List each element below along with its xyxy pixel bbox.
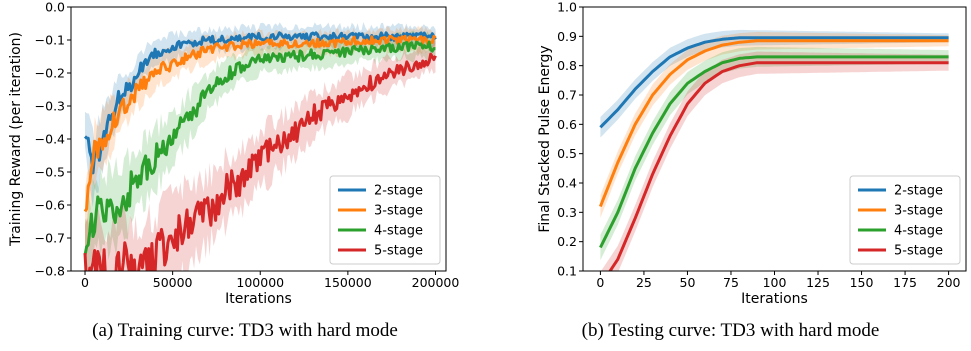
- y-tick-label: 0.9: [557, 29, 577, 44]
- testing-chart-panel: 0 25 50 75 100 125 150 175 200 0.1 0.2 0.3 0.4 0.5 0.6…: [537, 0, 967, 307]
- plot-area: [83, 22, 437, 271]
- y-tick-label: −0.5: [35, 165, 65, 180]
- y-tick-label: 0.7: [557, 88, 577, 103]
- legend-label-4-stage: 4-stage: [374, 224, 423, 239]
- variance-band-2-stage: [600, 29, 949, 138]
- caption-training: (a) Training curve: TD3 with hard mode: [92, 320, 398, 341]
- x-tick-label: 150: [850, 275, 874, 290]
- legend-box: [329, 175, 441, 265]
- y-axis-label: Final Stacked Pulse Energy: [537, 45, 553, 232]
- x-tick-label: 100000: [236, 275, 284, 290]
- legend-label-5-stage: 5-stage: [374, 244, 423, 259]
- y-axis-label: Training Reward (per iteration): [8, 32, 24, 247]
- x-tick-label: 50000: [153, 275, 193, 290]
- y-tick-label: 0.4: [557, 176, 577, 191]
- x-tick-label: 175: [893, 275, 917, 290]
- legend: 2-stage 3-stage 4-stage 5-stage: [329, 175, 441, 265]
- y-tick-label: 0.8: [557, 58, 577, 73]
- y-tick-label: −0.2: [35, 66, 65, 81]
- series-line-2-stage: [83, 31, 437, 175]
- x-tick-label: 150000: [324, 275, 372, 290]
- x-tick-label: 75: [723, 275, 739, 290]
- series-line-4-stage: [599, 55, 949, 249]
- y-tick-label: −0.1: [35, 33, 65, 48]
- legend: 2-stage 3-stage 4-stage 5-stage: [849, 175, 961, 265]
- legend-box: [849, 175, 961, 265]
- series-line-5-stage: [83, 52, 437, 271]
- x-tick-label: 200: [937, 275, 961, 290]
- y-tick-label: 0.2: [557, 234, 577, 249]
- x-tick-label: 0: [596, 275, 604, 290]
- y-tick-label: 0.0: [45, 0, 65, 15]
- series-line-4-stage: [83, 40, 436, 256]
- series-line-3-stage: [83, 34, 437, 213]
- y-tick-label: 1.0: [557, 0, 577, 15]
- series-line-5-stage: [608, 61, 949, 271]
- legend-label-2-stage: 2-stage: [894, 184, 943, 199]
- y-tick-label: 0.5: [557, 146, 577, 161]
- x-tick-label: 50: [680, 275, 696, 290]
- x-tick-label: 125: [806, 275, 830, 290]
- series-line-3-stage: [599, 39, 949, 208]
- x-axis-label: Iterations: [741, 291, 808, 307]
- legend-label-3-stage: 3-stage: [894, 204, 943, 219]
- y-tick-label: 0.6: [557, 117, 577, 132]
- x-tick-label: 200000: [412, 275, 460, 290]
- x-tick-label: 0: [81, 275, 89, 290]
- series-line-2-stage: [599, 36, 949, 129]
- y-tick-label: 0.3: [557, 205, 577, 220]
- y-tick-label: −0.7: [35, 231, 65, 246]
- x-tick-label: 25: [636, 275, 652, 290]
- y-tick-label: −0.3: [35, 99, 65, 114]
- variance-band-5-stage: [601, 51, 949, 271]
- x-tick-label: 100: [763, 275, 787, 290]
- y-tick-label: −0.4: [35, 132, 65, 147]
- caption-testing: (b) Testing curve: TD3 with hard mode: [581, 320, 880, 341]
- plot-area: [599, 29, 949, 271]
- y-tick-label: −0.6: [35, 198, 65, 213]
- legend-label-3-stage: 3-stage: [374, 204, 423, 219]
- legend-label-4-stage: 4-stage: [894, 224, 943, 239]
- y-tick-label: −0.8: [35, 264, 65, 279]
- legend-label-5-stage: 5-stage: [894, 244, 943, 259]
- training-chart-panel: 0 50000 100000 150000 200000 0.0 −0.1 −0.2 −0.3 −…: [8, 0, 460, 307]
- x-axis-label: Iterations: [225, 291, 292, 307]
- legend-label-2-stage: 2-stage: [374, 184, 423, 199]
- y-tick-label: 0.1: [557, 264, 577, 279]
